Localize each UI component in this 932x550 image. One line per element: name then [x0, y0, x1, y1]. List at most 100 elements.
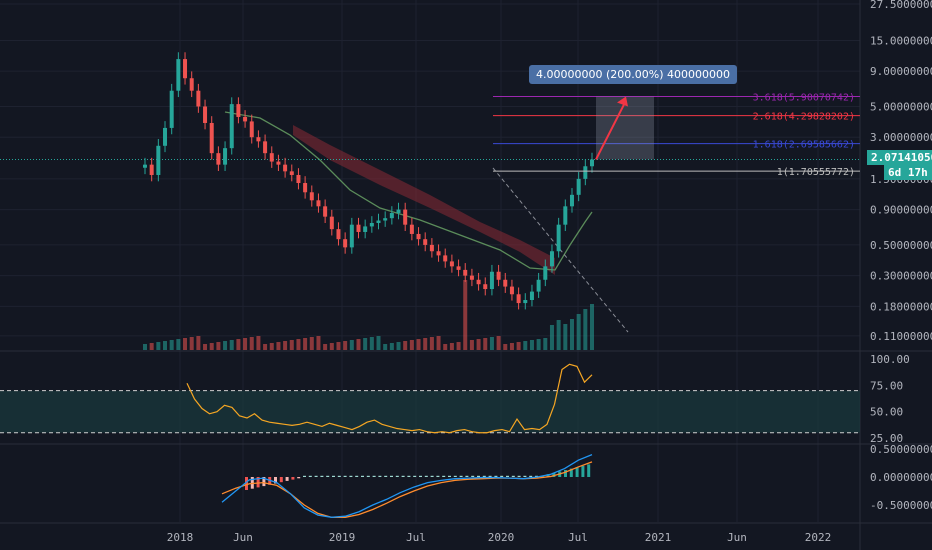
time-axis-tick: 2022 [805, 531, 832, 544]
volume-bar [203, 344, 208, 350]
volume-bar [303, 338, 308, 350]
macd-histogram-bar [477, 475, 480, 477]
macd-histogram-bar [343, 475, 347, 477]
candle [409, 224, 414, 234]
volume-bar [429, 337, 434, 350]
candle [549, 251, 554, 267]
target-arrow-head [617, 96, 628, 107]
macd-histogram-bar [378, 475, 382, 477]
candle [296, 174, 301, 184]
candle [163, 127, 168, 146]
price-axis-tick: 5.00000000 [870, 100, 932, 113]
candle [523, 299, 528, 304]
target-arrow [595, 100, 627, 160]
macd-histogram-bar [564, 470, 567, 477]
rsi-line [186, 363, 593, 434]
volume-bar [283, 341, 288, 350]
volume-bar [336, 342, 341, 350]
macd-histogram-bar [274, 477, 277, 484]
macd-axis-tick: 0.00000000 [870, 471, 932, 484]
volume-bar [436, 336, 441, 350]
price-axis-tick: 3.00000000 [870, 131, 932, 144]
volume-bar [289, 340, 294, 350]
candle [543, 266, 548, 280]
candle [363, 226, 368, 232]
candle [203, 106, 208, 123]
volume-bar [216, 342, 221, 350]
time-axis-tick: 2020 [488, 531, 515, 544]
macd-histogram-bar [401, 475, 405, 477]
macd-histogram-bar [314, 475, 318, 477]
candle [189, 78, 194, 91]
candle [236, 104, 241, 117]
macd-histogram-bar [552, 472, 556, 477]
candle [396, 209, 401, 214]
candle [143, 164, 147, 168]
time-axis-tick: Jun [727, 531, 747, 544]
macd-histogram-bar [337, 475, 341, 477]
volume-bar [396, 342, 401, 350]
macd-histogram-bar [291, 477, 295, 480]
candle [569, 194, 574, 207]
candle [156, 145, 161, 175]
macd-histogram-bar [523, 475, 527, 477]
candle [243, 116, 248, 122]
candle [443, 255, 448, 262]
volume-bar [590, 304, 594, 350]
volume-bar [409, 340, 414, 350]
candle [183, 59, 188, 79]
candle [516, 294, 521, 304]
macd-histogram-bar [482, 475, 486, 477]
moving-average-line [224, 111, 593, 271]
macd-histogram-bar [448, 475, 451, 477]
volume-bar [209, 343, 214, 350]
macd-histogram-bar [575, 467, 579, 477]
candle [249, 121, 254, 138]
macd-histogram-bar [279, 477, 283, 483]
candle [349, 224, 354, 248]
volume-bar [223, 341, 228, 350]
volume-bar [463, 280, 468, 350]
price-axis-tick: 0.90000000 [870, 204, 932, 217]
volume-bar [349, 340, 354, 350]
volume-bar [536, 339, 541, 350]
measure-tool-label[interactable]: 4.00000000 (200.00%) 400000000 [529, 65, 737, 84]
time-axis-tick: Jun [233, 531, 253, 544]
time-axis-tick: 2021 [645, 531, 672, 544]
candle [456, 266, 461, 270]
volume-bar [503, 344, 508, 350]
rsi-band [0, 390, 860, 433]
macd-histogram-bar [581, 465, 585, 477]
macd-histogram-bar [361, 475, 364, 477]
volume-bar [483, 338, 488, 350]
macd-histogram-bar [395, 475, 399, 477]
candle [256, 137, 261, 142]
volume-bar [343, 341, 348, 350]
macd-histogram-bar [506, 475, 509, 477]
volume-bar [496, 336, 501, 350]
candle [416, 233, 421, 240]
volume-bar [169, 340, 174, 350]
candle [176, 59, 181, 91]
macd-histogram-bar [384, 475, 388, 477]
volume-bar [329, 343, 334, 350]
volume-bar [549, 325, 554, 350]
volume-bar [296, 339, 301, 350]
macd-histogram-bar [326, 475, 330, 477]
volume-bar [189, 337, 194, 350]
volume-bar [269, 343, 274, 350]
volume-bar [383, 344, 388, 350]
macd-histogram-bar [355, 475, 359, 477]
macd-axis-tick: -0.50000000 [870, 499, 932, 512]
volume-bar [156, 342, 161, 350]
volume-bar [563, 324, 568, 350]
macd-histogram-bar [413, 475, 417, 477]
candle [563, 206, 568, 225]
macd-histogram-bar [256, 477, 260, 488]
price-axis-tick: 15.00000000 [870, 34, 932, 47]
volume-bar [523, 341, 528, 350]
candle [309, 192, 314, 201]
candle [303, 183, 308, 193]
macd-histogram-bar [587, 464, 591, 477]
